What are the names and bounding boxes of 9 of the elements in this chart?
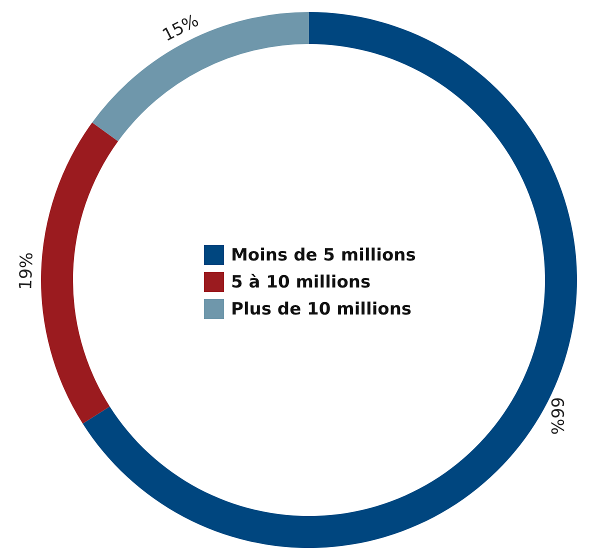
- legend-label: Moins de 5 millions: [231, 246, 416, 266]
- data-label: 19%: [16, 252, 38, 290]
- donut-slice: [92, 12, 309, 142]
- data-label: 15%: [159, 10, 202, 46]
- donut-slice: [82, 12, 577, 548]
- legend-label: 5 à 10 millions: [231, 272, 371, 293]
- legend-label: Plus de 10 millions: [231, 300, 412, 320]
- data-label: 66%: [546, 396, 566, 435]
- donut-slice: [41, 122, 118, 424]
